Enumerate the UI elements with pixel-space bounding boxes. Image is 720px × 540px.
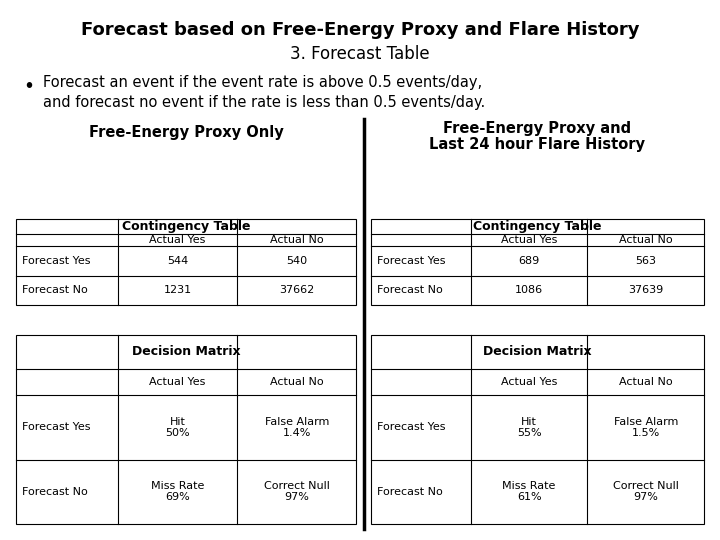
Text: Contingency Table: Contingency Table (122, 220, 251, 233)
Text: Contingency Table: Contingency Table (473, 220, 602, 233)
Text: Forecast Yes: Forecast Yes (22, 256, 90, 266)
Text: Decision Matrix: Decision Matrix (132, 345, 240, 359)
Text: Forecast No: Forecast No (22, 487, 87, 497)
Text: Actual No: Actual No (270, 377, 323, 387)
Text: Forecast an event if the event rate is above 0.5 events/day,: Forecast an event if the event rate is a… (43, 75, 482, 90)
Text: Forecast Yes: Forecast Yes (377, 422, 445, 433)
Text: False Alarm
1.5%: False Alarm 1.5% (613, 417, 678, 438)
Text: Actual Yes: Actual Yes (501, 377, 557, 387)
Text: 1231: 1231 (163, 286, 192, 295)
Text: Correct Null
97%: Correct Null 97% (613, 481, 679, 502)
Text: Forecast No: Forecast No (22, 286, 87, 295)
Text: Actual Yes: Actual Yes (150, 377, 206, 387)
Text: Forecast Yes: Forecast Yes (22, 422, 90, 433)
Text: Forecast No: Forecast No (377, 286, 442, 295)
Text: Decision Matrix: Decision Matrix (483, 345, 592, 359)
Text: Actual No: Actual No (270, 235, 323, 245)
Text: Hit
55%: Hit 55% (517, 417, 541, 438)
Text: Free-Energy Proxy Only: Free-Energy Proxy Only (89, 125, 284, 140)
Text: 1086: 1086 (515, 286, 543, 295)
Bar (16, 335, 356, 524)
Text: 37639: 37639 (628, 286, 663, 295)
Text: Free-Energy Proxy and: Free-Energy Proxy and (444, 121, 631, 136)
Text: Correct Null
97%: Correct Null 97% (264, 481, 330, 502)
Text: Actual Yes: Actual Yes (150, 235, 206, 245)
Text: Forecast Yes: Forecast Yes (377, 256, 445, 266)
Text: False Alarm
1.4%: False Alarm 1.4% (265, 417, 329, 438)
Text: 544: 544 (167, 256, 188, 266)
Text: Forecast based on Free-Energy Proxy and Flare History: Forecast based on Free-Energy Proxy and … (81, 21, 639, 39)
Text: Actual No: Actual No (619, 235, 672, 245)
Text: Forecast No: Forecast No (377, 487, 442, 497)
Text: 689: 689 (518, 256, 540, 266)
Text: 37662: 37662 (279, 286, 315, 295)
Text: 540: 540 (287, 256, 307, 266)
Text: •: • (23, 77, 35, 96)
Text: 3. Forecast Table: 3. Forecast Table (290, 45, 430, 63)
Text: Actual Yes: Actual Yes (501, 235, 557, 245)
Bar (371, 219, 704, 305)
Text: and forecast no event if the rate is less than 0.5 events/day.: and forecast no event if the rate is les… (43, 95, 485, 110)
Text: Actual No: Actual No (619, 377, 672, 387)
Text: Miss Rate
69%: Miss Rate 69% (151, 481, 204, 502)
Text: 563: 563 (635, 256, 657, 266)
Bar (371, 335, 704, 524)
Bar (16, 219, 356, 305)
Text: Miss Rate
61%: Miss Rate 61% (503, 481, 556, 502)
Text: Hit
50%: Hit 50% (166, 417, 190, 438)
Text: Last 24 hour Flare History: Last 24 hour Flare History (429, 137, 645, 152)
